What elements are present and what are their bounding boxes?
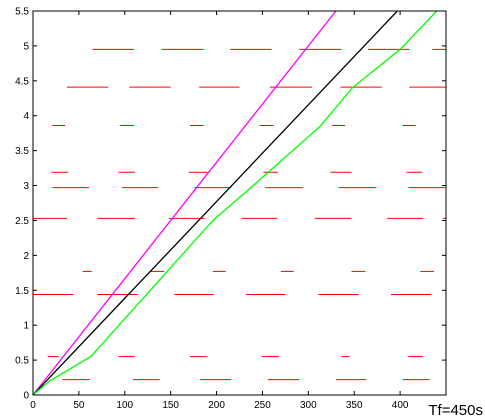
y-tick-label: 3.5: [15, 146, 29, 157]
series-line-3: [32, 10, 438, 396]
x-tick-label: 100: [116, 400, 133, 411]
x-tick-label: 0: [30, 400, 36, 411]
y-tick-label: 2.5: [15, 216, 29, 227]
x-tick-label: 400: [392, 400, 409, 411]
x-tick-label: 250: [254, 400, 271, 411]
x-axis: 0 50 100 150 200 250 300 350 400: [30, 11, 409, 411]
y-tick-label: 0: [23, 391, 29, 402]
y-tick-label: 1: [23, 321, 29, 332]
red-segments: [33, 48, 446, 381]
plot-frame: [32, 10, 447, 396]
y-tick-label: 1.5: [15, 286, 29, 297]
series-lines: [32, 10, 438, 396]
x-tick-label: 200: [208, 400, 225, 411]
x-tick-label: 150: [162, 400, 179, 411]
x-tick-label: 50: [73, 400, 85, 411]
y-axis: 0 0.5 1 1.5 2 2.5 3 3.5 4 4.5 5 5.5: [15, 7, 446, 402]
x-tick-label: 300: [300, 400, 317, 411]
x-tick-label: 350: [346, 400, 363, 411]
y-tick-label: 5: [23, 41, 29, 52]
y-tick-label: 4.5: [15, 76, 29, 87]
series-line-1: [32, 10, 337, 396]
y-tick-label: 5.5: [15, 7, 29, 18]
y-tick-label: 2: [23, 251, 29, 262]
tf-annotation: Tf=450s: [428, 402, 483, 418]
y-tick-label: 0.5: [15, 356, 29, 367]
y-tick-label: 3: [23, 181, 29, 192]
y-tick-label: 4: [23, 111, 29, 122]
series-line-2: [32, 10, 398, 396]
